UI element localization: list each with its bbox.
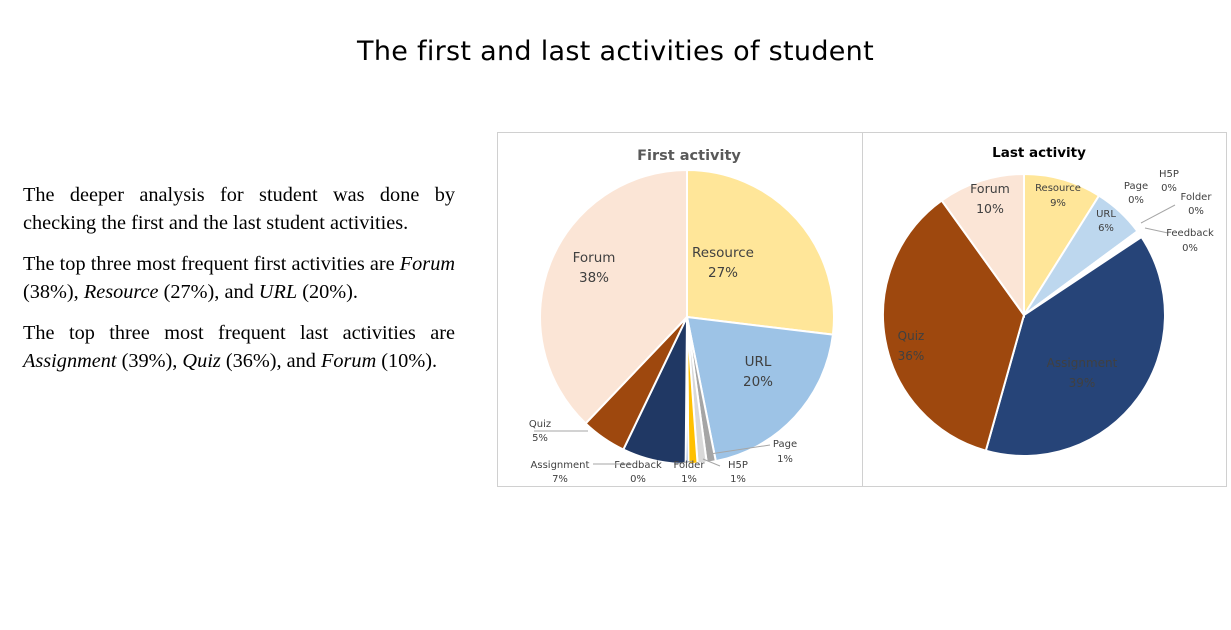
last-label-quiz: Quiz [898,329,925,343]
last-chart-title: Last activity [992,145,1086,161]
first-label-folder: Folder [674,460,706,471]
last-activity-chart: Last activity Resource 9% URL 6% Page 0% H5P 0% F… [862,132,1227,487]
slide-title: The first and last activities of student [357,36,874,67]
first-slice-resource [686,168,835,336]
first-value-forum: 38% [579,270,609,286]
last-slice-assignment [984,235,1166,457]
last-slices [882,172,1166,457]
last-label-h5p: H5P [1159,169,1179,180]
first-slice-url [685,315,835,463]
last-label-feedback: Feedback [1166,228,1214,239]
last-slice-quiz [882,199,1026,452]
last-value-quiz: 36% [898,349,925,363]
last-slice-forum [940,172,1025,319]
first-value-assignment: 7% [552,474,568,485]
first-value-resource: 27% [708,265,738,281]
first-label-forum: Forum [573,250,616,266]
first-leader-folder [673,460,694,465]
first-value-h5p: 1% [730,474,746,485]
last-label-assignment: Assignment [1047,356,1118,370]
paragraph-last-activities: The top three most frequent last activit… [23,322,455,372]
last-label-forum: Forum [970,181,1010,196]
last-label-folder: Folder [1181,192,1213,203]
body-text: The deeper analysis for student was done… [23,182,455,389]
first-activity-pie: First activity Resource 27% URL 20% Page 1% H5P… [529,148,835,485]
last-leader-feedback [1144,227,1169,234]
first-label-quiz: Quiz [529,419,551,430]
first-chart-title: First activity [637,148,741,164]
first-label-feedback: Feedback [614,460,662,471]
first-slices [539,168,835,465]
first-leader-page [709,444,771,455]
first-leader-h5p [702,458,721,467]
last-leader-folder [1140,204,1176,224]
first-label-resource: Resource [692,245,754,261]
last-label-resource: Resource [1035,183,1081,194]
first-label-page: Page [773,439,797,450]
first-value-feedback: 0% [630,474,646,485]
last-value-forum: 10% [976,201,1004,216]
first-value-url: 20% [743,374,773,390]
last-value-feedback: 0% [1182,243,1198,254]
last-label-page: Page [1124,181,1148,192]
last-value-url: 6% [1098,223,1114,234]
first-slice-forum [539,168,688,425]
first-value-folder: 1% [681,474,697,485]
paragraph-intro: The deeper analysis for student was done… [23,184,455,234]
first-activity-chart: First activity Resource 27% URL 20% Page 1% H5P… [497,132,863,487]
first-label-url: URL [745,354,772,370]
first-label-h5p: H5P [728,460,748,471]
last-value-resource: 9% [1050,198,1066,209]
last-value-folder: 0% [1188,206,1204,217]
last-value-h5p: 0% [1161,183,1177,194]
last-value-assignment: 39% [1069,376,1096,390]
last-activity-pie: Last activity Resource 9% URL 6% Page 0% H5P 0% F… [882,145,1214,457]
first-value-quiz: 5% [532,433,548,444]
last-value-page: 0% [1128,195,1144,206]
last-label-url: URL [1096,209,1116,220]
first-value-page: 1% [777,454,793,465]
paragraph-first-activities: The top three most frequent first activi… [23,253,455,303]
first-label-assignment: Assignment [531,460,590,471]
